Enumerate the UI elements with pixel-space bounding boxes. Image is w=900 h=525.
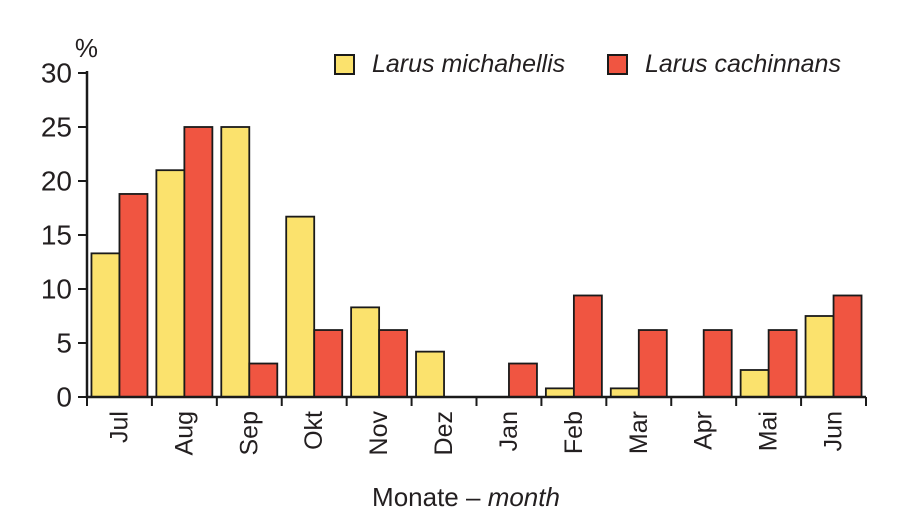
x-category-label-aug: Aug: [170, 411, 198, 455]
x-category-label-jun: Jun: [820, 411, 848, 451]
x-category-label-nov: Nov: [365, 411, 393, 456]
y-tick-label-25: 25: [41, 112, 72, 143]
y-tick-label-20: 20: [41, 166, 72, 197]
x-category-label-jan: Jan: [495, 411, 523, 451]
bar-larus-cachinnans-mar: [637, 329, 668, 398]
bar-larus-michahellis-mai: [739, 369, 770, 398]
bar-larus-cachinnans-jun: [832, 294, 863, 398]
bar-larus-michahellis-jun: [804, 315, 835, 398]
bar-larus-michahellis-okt: [285, 215, 316, 398]
bar-larus-cachinnans-apr: [702, 329, 733, 398]
x-category-label-okt: Okt: [300, 411, 328, 450]
x-category-label-mai: Mai: [755, 411, 783, 451]
x-category-label-sep: Sep: [235, 411, 263, 455]
bar-larus-michahellis-feb: [544, 387, 575, 398]
x-axis-title-regular: Monate –: [372, 482, 481, 512]
y-tick-label-0: 0: [56, 382, 72, 413]
bar-larus-cachinnans-jan: [508, 362, 538, 398]
x-category-label-mar: Mar: [625, 411, 653, 454]
y-tick-label-15: 15: [41, 220, 72, 251]
bar-larus-cachinnans-aug: [183, 126, 214, 398]
y-axis-unit-label: %: [75, 33, 98, 63]
x-category-label-jul: Jul: [105, 411, 133, 443]
bar-larus-michahellis-jul: [90, 252, 121, 398]
y-tick-label-5: 5: [56, 328, 72, 359]
bar-larus-michahellis-nov: [350, 306, 381, 398]
bar-larus-cachinnans-jul: [118, 193, 149, 398]
y-tick-label-30: 30: [41, 58, 72, 89]
bar-larus-michahellis-sep: [220, 126, 251, 398]
axes-lines: [85, 71, 866, 399]
bar-larus-michahellis-dez: [415, 350, 445, 398]
x-category-label-feb: Feb: [560, 411, 588, 454]
y-tick-label-10: 10: [41, 274, 72, 305]
bar-larus-cachinnans-sep: [248, 362, 279, 398]
bar-larus-cachinnans-nov: [378, 329, 409, 398]
x-category-label-apr: Apr: [690, 411, 718, 450]
bar-larus-michahellis-mar: [609, 387, 640, 398]
bar-larus-michahellis-aug: [155, 169, 186, 398]
bar-larus-cachinnans-okt: [313, 329, 344, 398]
x-axis-title: Monate – month: [372, 482, 560, 513]
x-axis-title-italic: month: [487, 482, 560, 512]
bar-larus-cachinnans-feb: [572, 294, 603, 398]
bar-larus-cachinnans-mai: [767, 329, 798, 398]
x-category-label-dez: Dez: [430, 411, 458, 455]
